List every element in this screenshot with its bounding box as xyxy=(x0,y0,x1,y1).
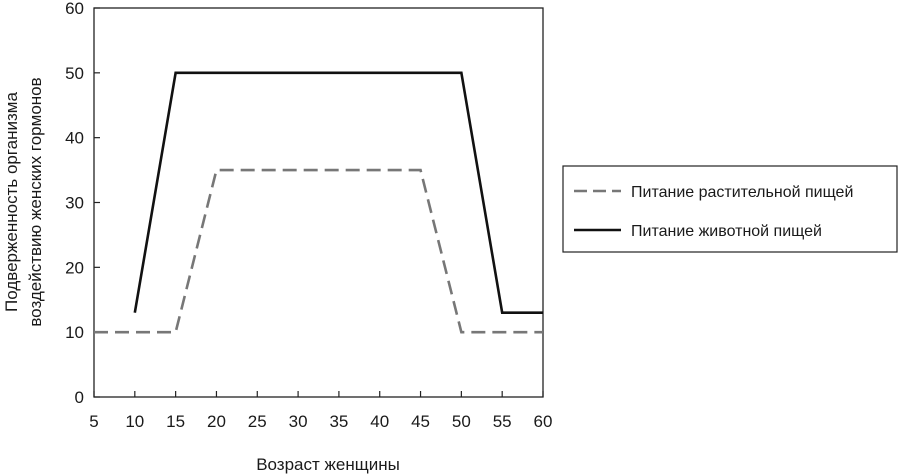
y-axis: 0 10 20 30 40 50 60 xyxy=(65,0,100,407)
y-axis-title-line-2: воздействию женских гормонов xyxy=(26,77,45,326)
legend-label-plant: Питание растительной пищей xyxy=(631,184,853,201)
x-tick-label: 10 xyxy=(125,412,144,431)
x-tick-label: 5 xyxy=(89,412,98,431)
series-line-plant xyxy=(94,168,543,334)
x-axis-title: Возраст женщины xyxy=(256,455,400,474)
y-tick-label: 50 xyxy=(65,64,84,83)
x-tick-label: 55 xyxy=(493,412,512,431)
y-tick-label: 0 xyxy=(75,388,84,407)
series-line-animal xyxy=(133,71,543,315)
x-tick-label: 30 xyxy=(289,412,308,431)
x-tick-label: 50 xyxy=(452,412,471,431)
x-tick-label: 40 xyxy=(370,412,389,431)
y-tick-label: 60 xyxy=(65,0,84,18)
y-tick-label: 10 xyxy=(65,323,84,342)
y-tick-label: 20 xyxy=(65,258,84,277)
x-tick-label: 45 xyxy=(411,412,430,431)
x-tick-label: 35 xyxy=(329,412,348,431)
legend: Питание растительной пищей Питание живот… xyxy=(562,165,898,253)
y-axis-title-line-1: Подверженность организма xyxy=(2,92,21,312)
plot-area-frame xyxy=(93,7,544,398)
legend-box xyxy=(562,165,898,253)
y-tick-label: 40 xyxy=(65,129,84,148)
legend-label-animal: Питание животной пищей xyxy=(631,223,822,240)
y-tick-label: 30 xyxy=(65,194,84,213)
x-tick-label: 20 xyxy=(207,412,226,431)
x-tick-label: 15 xyxy=(166,412,185,431)
x-tick-label: 60 xyxy=(534,412,553,431)
x-axis: 5 10 15 20 25 30 35 40 45 50 55 60 xyxy=(89,391,552,431)
series-lines xyxy=(94,71,543,334)
x-tick-label: 25 xyxy=(248,412,267,431)
